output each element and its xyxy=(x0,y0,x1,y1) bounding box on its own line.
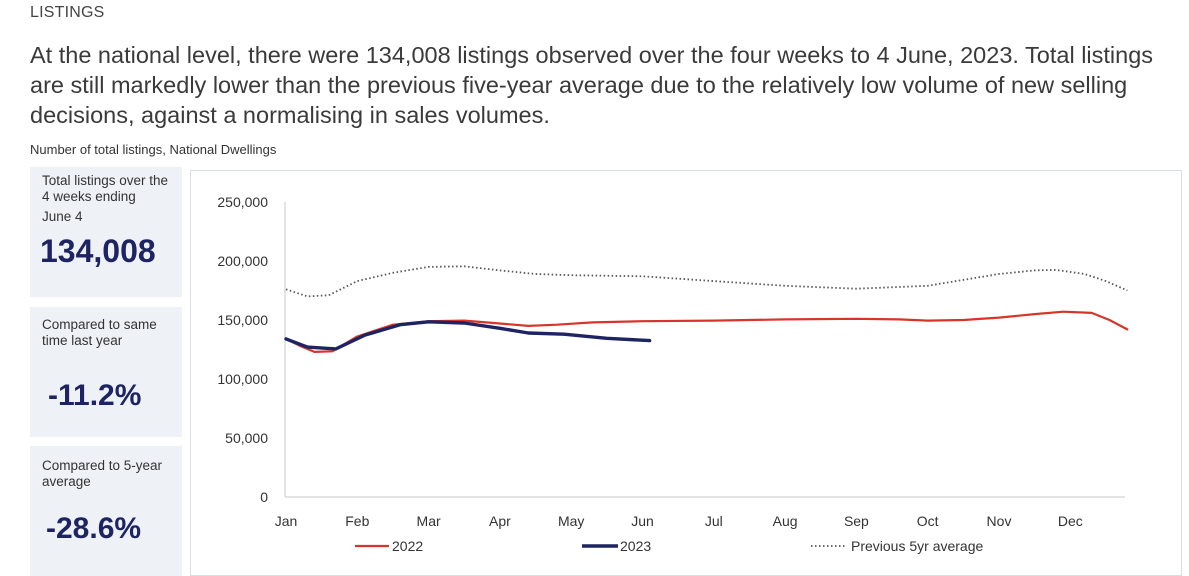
y-tick-label: 0 xyxy=(260,489,268,505)
legend-label: 2023 xyxy=(620,538,651,554)
stat-card-sublabel: June 4 xyxy=(42,209,83,224)
x-tick-label: Jan xyxy=(275,513,298,529)
x-tick-label: Nov xyxy=(987,513,1012,529)
x-tick-label: Jun xyxy=(631,513,654,529)
x-tick-label: Mar xyxy=(417,513,441,529)
x-tick-label: May xyxy=(558,513,584,529)
stat-card-vs-5yr-average: Compared to 5-year average -28.6% xyxy=(30,446,182,576)
stat-card-value: -11.2% xyxy=(48,379,142,412)
stat-card-label: Compared to 5-year average xyxy=(42,458,163,489)
legend-label: 2022 xyxy=(392,538,423,554)
x-tick-label: Apr xyxy=(489,513,511,529)
series-line-2022 xyxy=(284,310,1129,353)
x-tick-label: Dec xyxy=(1058,513,1083,529)
section-label: LISTINGS xyxy=(30,4,105,21)
y-tick-label: 200,000 xyxy=(217,253,268,269)
chart-frame xyxy=(190,170,1182,576)
y-axis: 250,000 200,000 150,000 100,000 50,000 0 xyxy=(217,194,286,505)
x-tick-label: Feb xyxy=(345,513,369,529)
legend-label: Previous 5yr average xyxy=(851,538,984,554)
x-tick-label: Aug xyxy=(773,513,798,529)
series-line-2023 xyxy=(284,320,652,351)
stat-card-value: -28.6% xyxy=(46,512,142,545)
y-tick-label: 250,000 xyxy=(217,194,268,210)
series-layer xyxy=(284,265,1129,353)
y-tick-label: 50,000 xyxy=(225,430,268,446)
x-tick-label: Sep xyxy=(844,513,869,529)
stat-card-value: 134,008 xyxy=(40,233,156,269)
intro-paragraph: At the national level, there were 134,00… xyxy=(30,42,1154,128)
stat-card-label: Total listings over the 4 weeks ending xyxy=(42,173,169,204)
chart-subtitle: Number of total listings, National Dwell… xyxy=(30,142,277,157)
x-tick-label: Jul xyxy=(705,513,723,529)
y-tick-label: 150,000 xyxy=(217,312,268,328)
stat-card-vs-last-year: Compared to same time last year -11.2% xyxy=(30,307,182,437)
x-axis: Jan Feb Mar Apr May Jun Jul Aug Sep Oct Nov Dec xyxy=(275,496,1125,529)
stat-card-label: Compared to same time last year xyxy=(42,317,157,348)
x-tick-label: Oct xyxy=(917,513,939,529)
legend: 2022 2023 Previous 5yr average xyxy=(355,538,984,554)
series-line-previous-5yr-average xyxy=(285,265,1128,298)
stat-card-total-listings: Total listings over the 4 weeks ending J… xyxy=(30,167,182,297)
y-tick-label: 100,000 xyxy=(217,371,268,387)
